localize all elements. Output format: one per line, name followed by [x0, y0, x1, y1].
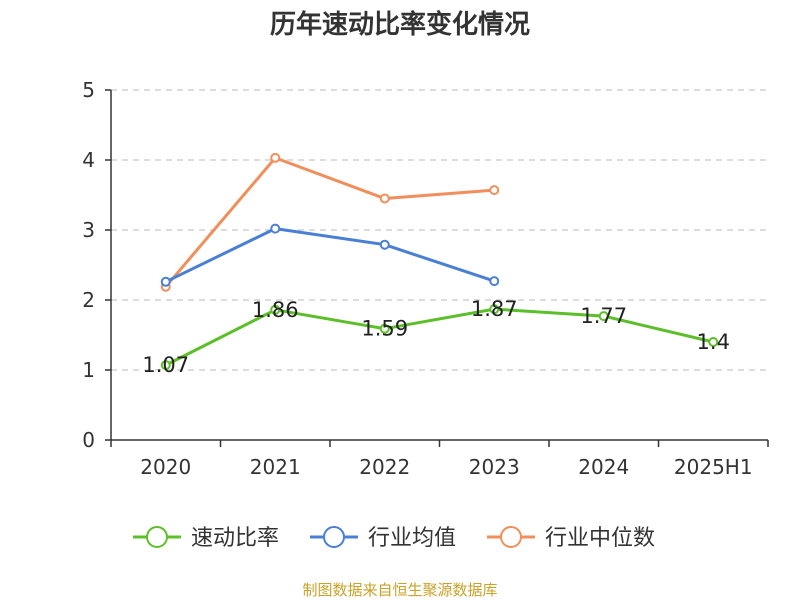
- series-line: [165, 227, 495, 284]
- source-note: 制图数据来自恒生聚源数据库: [302, 581, 497, 599]
- data-point: [708, 337, 719, 347]
- y-tick-label: 3: [82, 218, 95, 242]
- data-point: [598, 311, 609, 322]
- data-label: 1.86: [252, 298, 299, 322]
- data-point: [160, 276, 171, 287]
- y-tick-label: 1: [82, 358, 95, 382]
- y-tick-label: 4: [82, 148, 95, 172]
- legend: 速动比率 行业均值 行业中位数: [133, 526, 655, 551]
- data-point: [270, 152, 281, 163]
- legend-label: 行业均值: [368, 526, 456, 551]
- data-point: [379, 323, 390, 334]
- y-tick-label: 2: [82, 288, 95, 312]
- legend-marker: [500, 526, 522, 548]
- legend-label: 速动比率: [191, 526, 279, 551]
- data-point: [489, 185, 500, 196]
- x-tick-label: 2021: [250, 455, 301, 479]
- axes: 0 1 2 3 4 5 2020 2021 2022 2023 2024 2025H1: [82, 78, 769, 479]
- data-point: [379, 239, 390, 250]
- data-label: 1.59: [361, 317, 408, 341]
- data-label: 1.07: [142, 353, 189, 377]
- data-point: [270, 223, 281, 234]
- x-tick-label: 2022: [359, 455, 410, 479]
- data-point: [160, 360, 171, 371]
- grid-lines: [111, 89, 768, 371]
- legend-label: 行业中位数: [545, 526, 655, 551]
- chart-title: 历年速动比率变化情况: [270, 9, 530, 40]
- series-group: [160, 152, 719, 371]
- y-tick-label: 0: [82, 428, 95, 452]
- x-tick-label: 2024: [578, 455, 629, 479]
- data-point: [489, 304, 500, 315]
- data-point: [489, 276, 500, 287]
- series-line: [165, 307, 714, 367]
- x-tick-label: 2023: [469, 455, 520, 479]
- data-labels: 1.07 1.86 1.59 1.87 1.77 1.4: [142, 297, 730, 377]
- x-tick-label: 2025H1: [674, 455, 753, 479]
- data-label: 1.87: [471, 297, 518, 321]
- data-point: [270, 304, 281, 315]
- y-tick-label: 5: [82, 78, 95, 102]
- x-tick-label: 2020: [140, 455, 191, 479]
- data-label: 1.77: [580, 304, 627, 328]
- series-line: [164, 156, 495, 288]
- legend-marker: [323, 526, 345, 548]
- data-point: [379, 193, 390, 204]
- data-label: 1.4: [697, 330, 730, 354]
- legend-marker: [146, 526, 168, 548]
